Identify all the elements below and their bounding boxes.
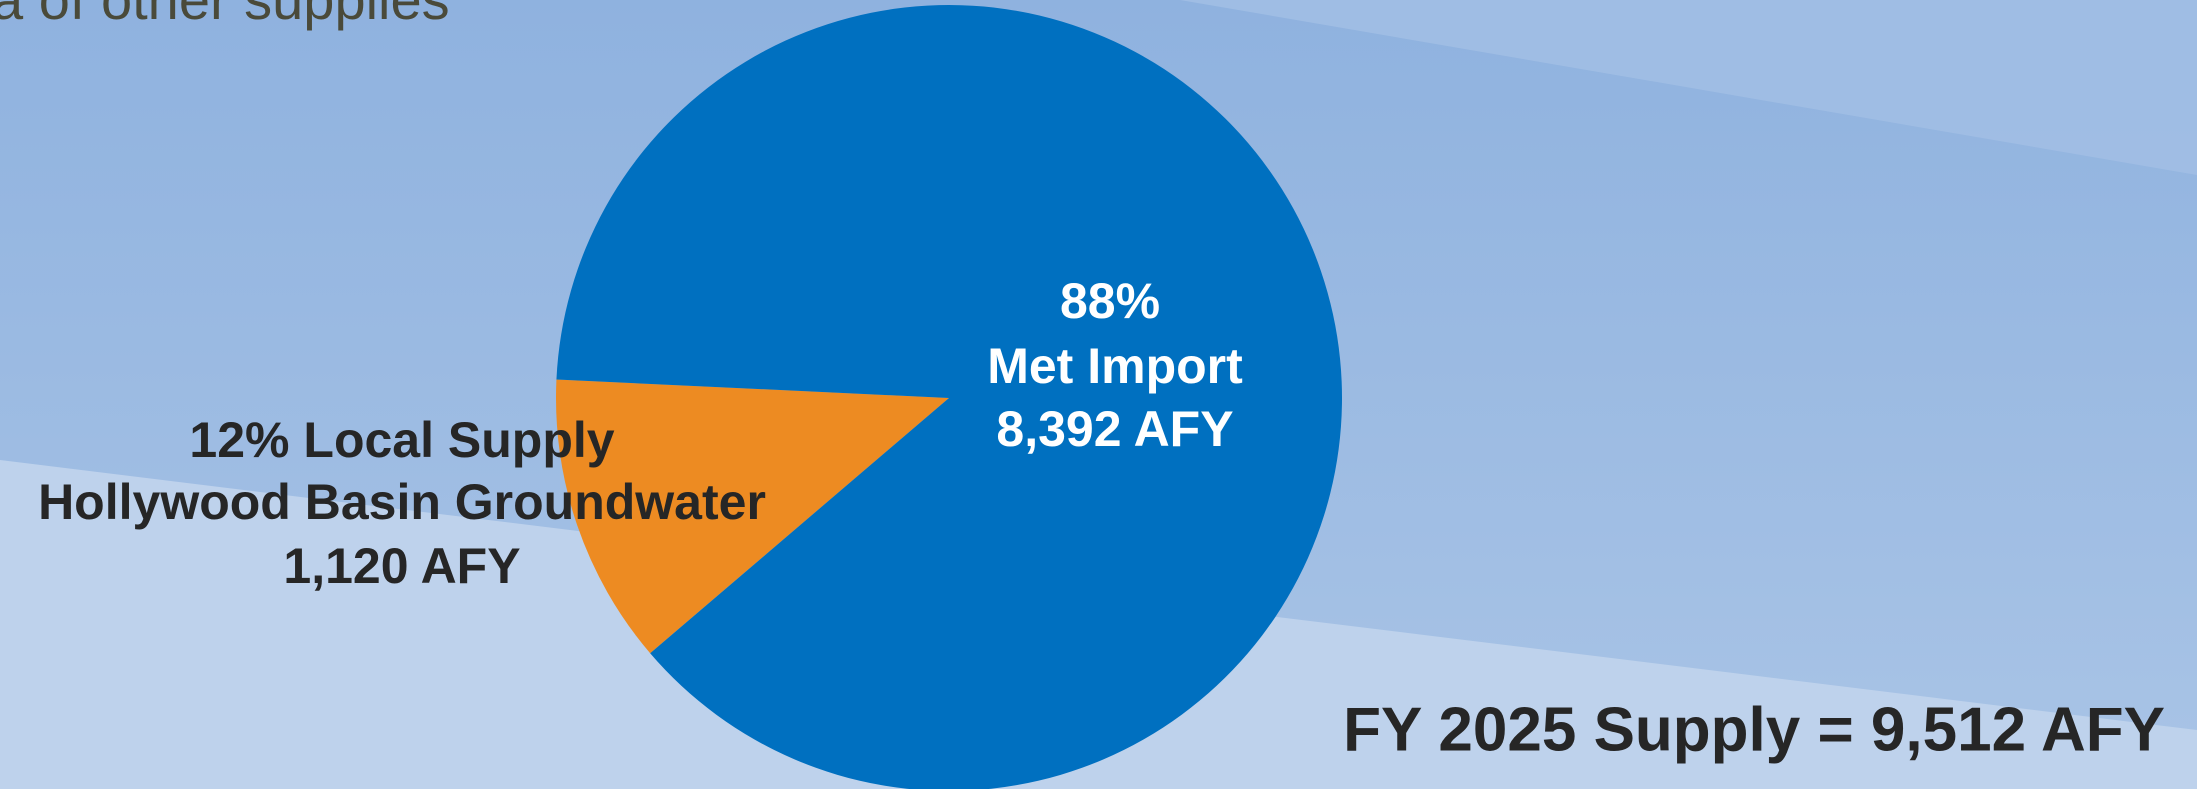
percent-label: 88% [1060, 273, 1160, 329]
total-label: FY 2025 Supply = 9,512 AFY [1343, 695, 2165, 764]
amount-label: 1,120 AFY [283, 538, 520, 594]
pie-slice [555, 379, 949, 654]
header-text: a of other supplies [0, 0, 450, 31]
percent-label: 12% [189, 412, 289, 468]
amount-label: 8,392 AFY [996, 401, 1233, 457]
pie [555, 5, 1342, 789]
background-band [1180, 0, 2197, 175]
category-label: Local Supply [303, 412, 614, 468]
category-label: Met Import [987, 338, 1243, 394]
source-label: Hollywood Basin Groundwater [38, 474, 766, 530]
pie-slice [556, 5, 1342, 789]
slice-label: 12% Local Supply [189, 412, 614, 468]
